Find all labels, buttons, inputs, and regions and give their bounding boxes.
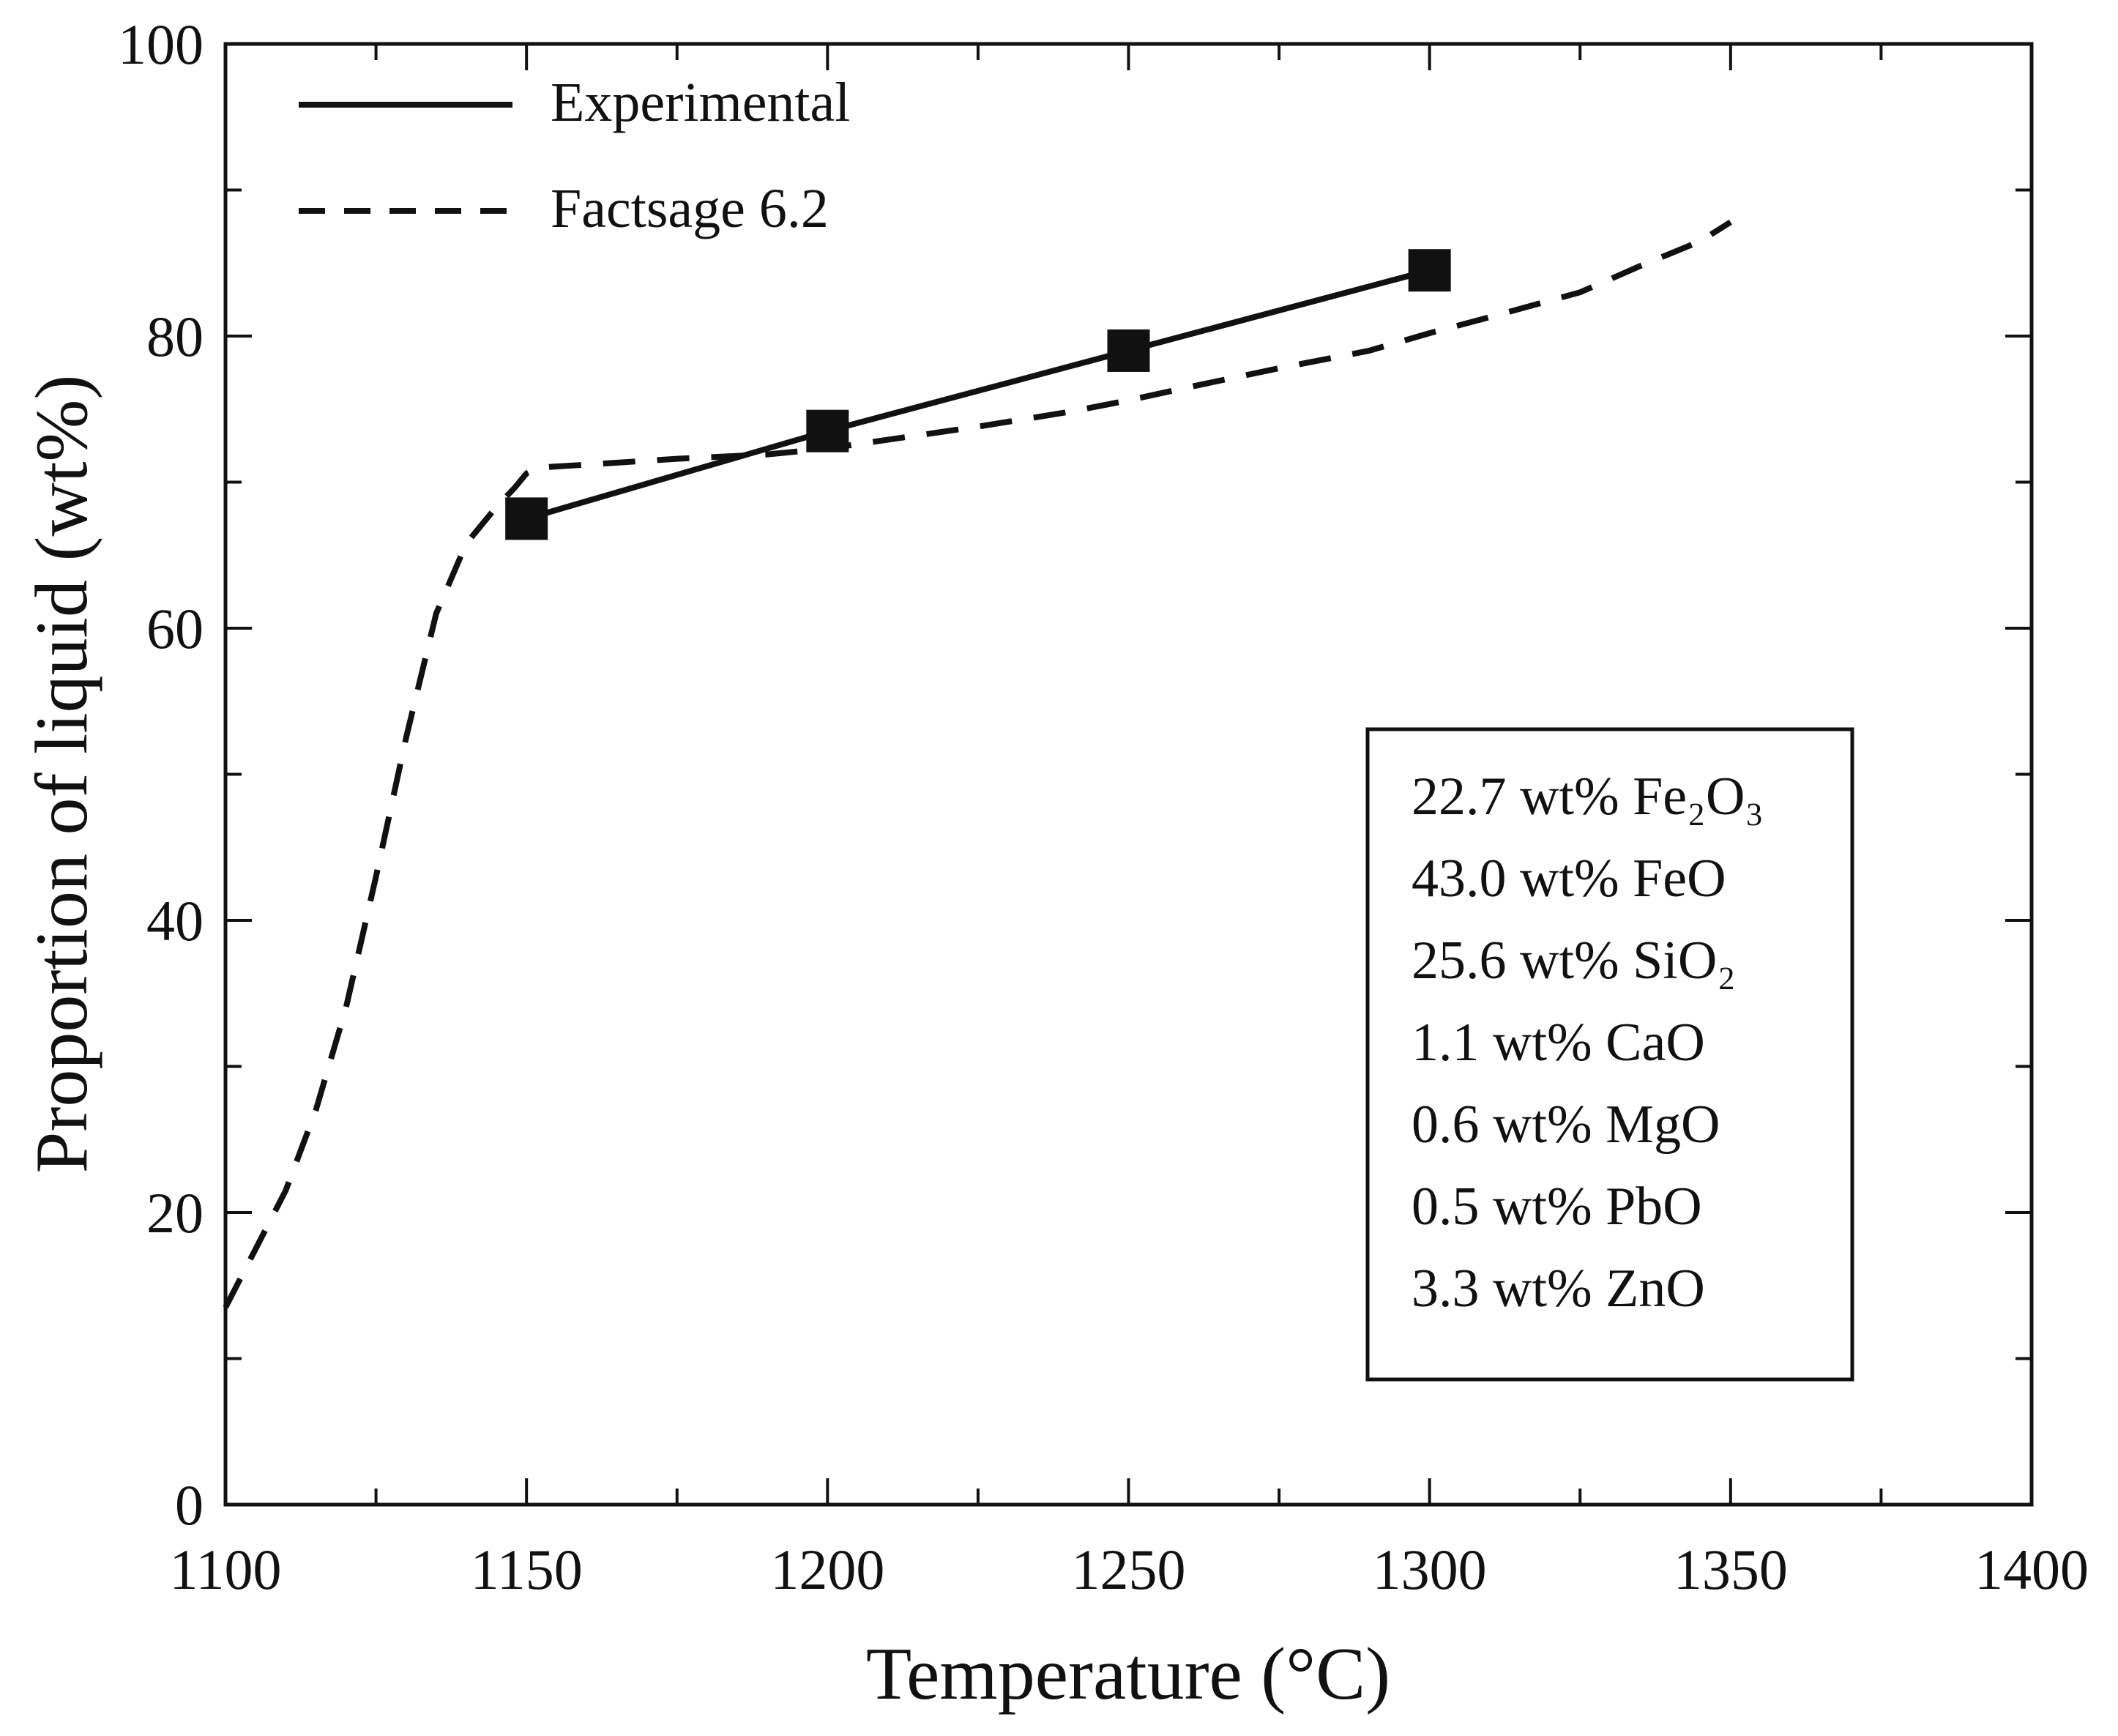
legend-label-factsage: Factsage 6.2 [551,178,829,239]
series-layer [223,220,1732,1309]
y-tick-label: 80 [146,305,204,368]
x-tick-label: 1150 [471,1538,583,1601]
composition-line: 25.6 wt% SiO₂ [1412,931,1736,991]
axis-tick-labels: 1100 1150 1200 1250 1300 1350 1400 0 20 40 60 80 100 [118,12,2089,1601]
y-tick-label: 20 [146,1181,204,1245]
y-tick-label: 60 [146,597,204,660]
y-axis-title: Proportion of liquid (wt%) [20,375,103,1174]
x-tick-label: 1300 [1373,1538,1487,1601]
x-tick-label: 1250 [1072,1538,1186,1601]
factsage-line [223,220,1732,1309]
composition-box-frame [1365,727,1854,1382]
experimental-marker [1107,329,1150,372]
composition-line: 0.6 wt% MgO [1412,1095,1720,1155]
experimental-line [526,267,1431,522]
x-axis-title: Temperature (°C) [866,1633,1390,1715]
composition-line: 3.3 wt% ZnO [1412,1259,1705,1319]
x-tick-label: 1400 [1975,1538,2089,1601]
y-tick-label: 100 [118,12,204,76]
composition-line: 1.1 wt% CaO [1412,1013,1705,1073]
axis-ticks [224,42,2033,1506]
legend-label-experimental: Experimental [551,72,850,133]
composition-box: 22.7 wt% Fe₂O₃ 43.0 wt% FeO 25.6 wt% SiO… [1365,727,1854,1382]
composition-line: 43.0 wt% FeO [1412,849,1726,909]
legend: Experimental Factsage 6.2 [299,72,850,239]
experimental-marker [1408,249,1451,292]
composition-line: 22.7 wt% Fe₂O₃ [1412,767,1764,827]
x-tick-label: 1100 [169,1538,281,1601]
experimental-marker [505,497,548,540]
x-tick-label: 1200 [770,1538,884,1601]
composition-line: 0.5 wt% PbO [1412,1177,1702,1237]
y-tick-label: 0 [175,1473,204,1537]
y-tick-label: 40 [146,889,204,953]
x-tick-label: 1350 [1674,1538,1788,1601]
